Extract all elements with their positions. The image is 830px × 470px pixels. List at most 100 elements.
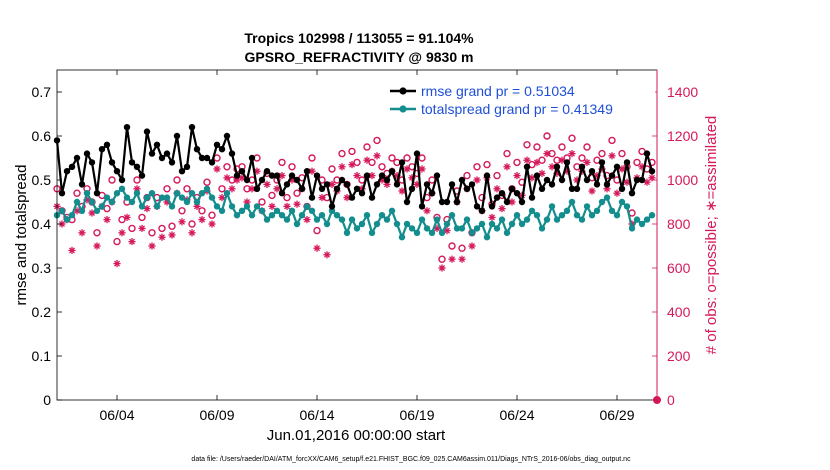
y-left-tick-label: 0 (43, 392, 51, 408)
y-right-tick-label: 1000 (667, 172, 698, 188)
rmse-point (393, 181, 401, 188)
rmse-point (288, 172, 296, 179)
rmse-point (283, 181, 291, 188)
rmse-point (603, 181, 611, 188)
obs-assimilated-point (138, 224, 146, 232)
spread-point (238, 207, 246, 214)
spread-point (503, 229, 511, 236)
spread-point (488, 220, 496, 228)
rmse-point (473, 203, 481, 210)
spread-point (153, 203, 161, 210)
rmse-point (318, 185, 326, 192)
rmse-point (578, 163, 586, 170)
obs-possible-point (208, 211, 216, 219)
rmse-point (78, 181, 86, 188)
spread-point (498, 216, 506, 223)
spread-point (183, 198, 191, 206)
rmse-point (643, 150, 651, 157)
spread-point (388, 207, 396, 214)
spread-point (293, 220, 301, 228)
spread-point (93, 207, 101, 214)
y-right-tick-label: 600 (667, 260, 691, 276)
x-tick-label: 06/24 (499, 407, 534, 423)
rmse-point (193, 146, 201, 153)
rmse-point (68, 163, 76, 170)
rmse-point (98, 146, 106, 153)
spread-point (553, 216, 561, 223)
rmse-point (308, 194, 316, 201)
spread-point (433, 216, 441, 223)
obs-assimilated-point (543, 150, 551, 158)
obs-possible-point (598, 149, 606, 158)
obs-possible-point (473, 163, 481, 171)
rmse-point (73, 154, 81, 162)
x-axis-label: Jun.01,2016 00:00:00 start (267, 427, 446, 444)
spread-point (108, 198, 116, 206)
spread-point (453, 225, 461, 232)
y-right-tick-label: 0 (667, 392, 675, 408)
spread-point (143, 194, 151, 201)
spread-point (78, 207, 86, 214)
obs-possible-point (448, 242, 456, 250)
rmse-point (493, 194, 501, 201)
obs-assimilated-point (448, 255, 456, 263)
rmse-point (513, 190, 521, 197)
spread-point (463, 216, 471, 223)
obs-possible-point (173, 176, 181, 184)
obs-possible-point (483, 160, 491, 169)
chart-title-line1: Tropics 102998 / 113055 = 91.104% (244, 30, 474, 46)
rmse-point (293, 176, 301, 184)
y-axis-left: 0 0.1 0.2 0.3 0.4 0.5 0.6 0.7 (32, 84, 62, 408)
rmse-point (328, 203, 336, 210)
rmse-point (538, 185, 546, 192)
rmse-point (448, 181, 456, 188)
obs-possible-point (313, 226, 321, 235)
obs-possible-point (578, 154, 586, 162)
spread-point (283, 216, 291, 223)
spread-point (398, 234, 406, 241)
rmse-point (403, 198, 411, 206)
spread-point (348, 216, 356, 223)
spread-point (73, 198, 81, 206)
rmse-point (83, 150, 91, 157)
y-left-tick-label: 0.5 (32, 172, 52, 188)
spread-point (243, 203, 251, 210)
spread-point (423, 225, 431, 232)
spread-point (633, 216, 641, 223)
obs-assimilated-point (318, 194, 326, 202)
spread-point (158, 194, 166, 201)
spread-point (608, 207, 616, 214)
rmse-point (508, 185, 516, 192)
obs-possible-point (373, 136, 381, 145)
spread-point (573, 212, 581, 219)
rmse-point (463, 185, 471, 192)
obs-assimilated-point (208, 220, 216, 228)
obs-possible-point (223, 163, 231, 171)
obs-possible-point (113, 237, 121, 246)
rmse-point (433, 172, 441, 179)
obs-assimilated-point (278, 172, 286, 180)
obs-possible-point (218, 185, 226, 193)
spread-point (328, 207, 336, 214)
obs-possible-point (533, 143, 541, 151)
spread-point (613, 212, 621, 219)
obs-assimilated-point (78, 229, 86, 237)
spread-point (358, 220, 366, 228)
spread-point (528, 207, 536, 214)
obs-assimilated-point (498, 205, 506, 213)
obs-assimilated-point (523, 156, 531, 164)
obs-possible-point (403, 154, 411, 162)
plot-area (57, 70, 657, 400)
obs-possible-point (138, 213, 146, 222)
rmse-point (253, 185, 261, 192)
spread-point (443, 220, 451, 228)
spread-point (623, 203, 631, 210)
obs-possible-point (583, 143, 591, 151)
spread-point (173, 190, 181, 197)
legend-spread-marker (399, 105, 407, 113)
y-right-tick-label: 200 (667, 348, 691, 364)
x-tick-label: 06/09 (199, 407, 234, 423)
spread-point (233, 212, 241, 219)
spread-point (98, 203, 106, 210)
spread-point (88, 198, 96, 206)
